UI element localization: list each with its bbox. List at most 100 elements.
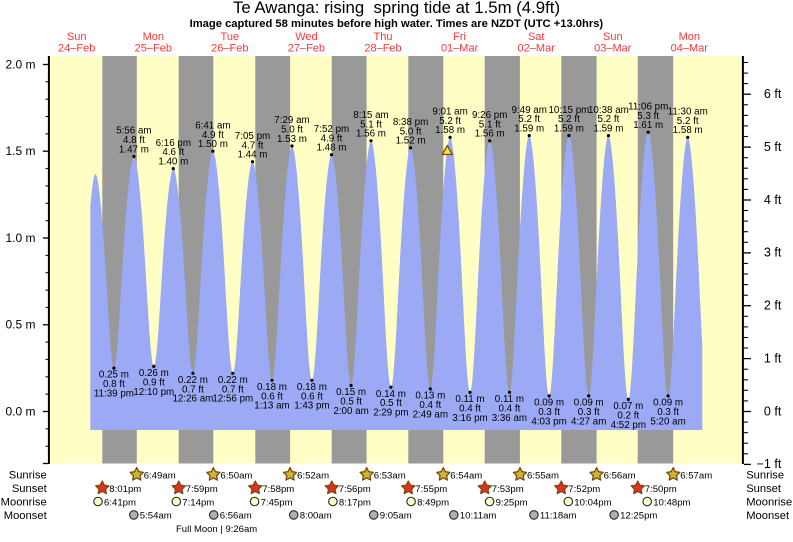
svg-text:5.2 ft: 5.2 ft xyxy=(598,114,620,125)
svg-text:Wed: Wed xyxy=(295,31,317,43)
svg-text:4.9 ft: 4.9 ft xyxy=(202,130,224,141)
svg-text:Sun: Sun xyxy=(67,31,87,43)
svg-text:Sun: Sun xyxy=(603,31,623,43)
svg-text:7:59pm: 7:59pm xyxy=(186,484,218,495)
svg-text:0.11 m: 0.11 m xyxy=(455,394,484,405)
svg-text:0.6 ft: 0.6 ft xyxy=(261,391,283,402)
svg-text:7:05 pm: 7:05 pm xyxy=(235,131,270,142)
svg-text:0.4 ft: 0.4 ft xyxy=(419,400,441,411)
svg-text:0.09 m: 0.09 m xyxy=(574,398,604,409)
svg-text:7:53pm: 7:53pm xyxy=(492,484,524,495)
svg-text:8:15 am: 8:15 am xyxy=(353,110,388,121)
svg-text:11:39 pm: 11:39 pm xyxy=(94,389,134,400)
svg-text:28–Feb: 28–Feb xyxy=(364,43,401,55)
svg-text:1:13 am: 1:13 am xyxy=(254,401,289,412)
svg-text:0.13 m: 0.13 m xyxy=(415,391,445,402)
svg-text:8:17pm: 8:17pm xyxy=(339,497,371,508)
svg-text:1.59 m: 1.59 m xyxy=(554,123,584,134)
svg-text:5.0 ft: 5.0 ft xyxy=(400,126,422,137)
svg-text:2:29 pm: 2:29 pm xyxy=(373,408,408,419)
svg-text:Sunset: Sunset xyxy=(746,483,782,495)
svg-text:0.4 ft: 0.4 ft xyxy=(499,403,521,414)
svg-text:6:16 pm: 6:16 pm xyxy=(156,138,191,149)
svg-text:9:05am: 9:05am xyxy=(380,511,412,522)
svg-text:0.9 ft: 0.9 ft xyxy=(143,377,165,388)
svg-text:4:52 pm: 4:52 pm xyxy=(611,420,646,431)
svg-text:10:15 pm: 10:15 pm xyxy=(548,105,589,116)
svg-text:10:04pm: 10:04pm xyxy=(574,497,611,508)
svg-text:12:10 pm: 12:10 pm xyxy=(133,387,174,398)
svg-text:0.26 m: 0.26 m xyxy=(139,368,169,379)
svg-text:6:52am: 6:52am xyxy=(297,470,329,481)
svg-text:4 ft: 4 ft xyxy=(764,193,782,207)
svg-text:0.7 ft: 0.7 ft xyxy=(222,384,244,395)
svg-text:1.52 m: 1.52 m xyxy=(396,136,426,147)
svg-text:1.44 m: 1.44 m xyxy=(238,150,268,161)
svg-text:9:49 am: 9:49 am xyxy=(511,105,546,116)
svg-text:3:36 am: 3:36 am xyxy=(492,413,527,424)
svg-text:25–Feb: 25–Feb xyxy=(135,43,172,55)
svg-text:10:11am: 10:11am xyxy=(460,511,497,522)
svg-text:0.11 m: 0.11 m xyxy=(495,394,524,405)
svg-text:0.22 m: 0.22 m xyxy=(178,375,208,386)
svg-text:5.1 ft: 5.1 ft xyxy=(360,119,382,130)
svg-text:Te Awanga: rising spring tide: Te Awanga: rising spring tide at 1.5m (4… xyxy=(233,0,560,17)
svg-text:Moonset: Moonset xyxy=(4,510,48,522)
svg-text:1.40 m: 1.40 m xyxy=(158,156,188,167)
svg-text:0.3 ft: 0.3 ft xyxy=(657,407,679,418)
svg-text:1.58 m: 1.58 m xyxy=(673,125,703,136)
svg-text:10:38 am: 10:38 am xyxy=(588,105,629,116)
svg-text:0.2 ft: 0.2 ft xyxy=(617,410,639,421)
svg-text:7:45pm: 7:45pm xyxy=(261,497,293,508)
svg-text:Moonrise: Moonrise xyxy=(1,497,47,509)
svg-text:0.5 m: 0.5 m xyxy=(5,318,35,332)
svg-text:8:49pm: 8:49pm xyxy=(417,497,449,508)
svg-text:5.2 ft: 5.2 ft xyxy=(518,114,540,125)
svg-text:1.53 m: 1.53 m xyxy=(277,134,307,145)
svg-text:5:56 am: 5:56 am xyxy=(116,126,151,137)
svg-text:Sunrise: Sunrise xyxy=(746,470,784,482)
svg-text:11:06 pm: 11:06 pm xyxy=(628,101,668,112)
svg-text:0.7 ft: 0.7 ft xyxy=(182,384,204,395)
svg-text:0.25 m: 0.25 m xyxy=(99,370,129,381)
svg-text:5.0 ft: 5.0 ft xyxy=(281,125,303,136)
svg-text:Tue: Tue xyxy=(221,31,240,43)
svg-text:7:52pm: 7:52pm xyxy=(568,484,600,495)
svg-text:6:57am: 6:57am xyxy=(680,470,712,481)
svg-text:5 ft: 5 ft xyxy=(764,140,782,154)
svg-text:5.2 ft: 5.2 ft xyxy=(677,116,699,127)
svg-text:2 ft: 2 ft xyxy=(764,299,782,313)
svg-text:03–Mar: 03–Mar xyxy=(594,43,632,55)
svg-text:1.59 m: 1.59 m xyxy=(514,123,544,134)
svg-text:0.14 m: 0.14 m xyxy=(376,389,406,400)
svg-text:12:56 pm: 12:56 pm xyxy=(212,394,253,405)
svg-text:26–Feb: 26–Feb xyxy=(211,43,248,55)
svg-text:5.2 ft: 5.2 ft xyxy=(558,114,580,125)
svg-text:7:29 am: 7:29 am xyxy=(274,115,309,126)
svg-text:12:26 am: 12:26 am xyxy=(172,394,213,405)
svg-text:1.59 m: 1.59 m xyxy=(593,123,623,134)
svg-text:0.0 m: 0.0 m xyxy=(5,404,35,418)
svg-text:Image captured 58 minutes befo: Image captured 58 minutes before high wa… xyxy=(190,18,604,30)
svg-text:4.7 ft: 4.7 ft xyxy=(242,140,264,151)
svg-text:Moonset: Moonset xyxy=(746,510,790,522)
svg-text:6:56am: 6:56am xyxy=(220,511,252,522)
svg-text:6:41pm: 6:41pm xyxy=(104,497,136,508)
svg-text:1.48 m: 1.48 m xyxy=(317,143,347,154)
svg-text:6:54am: 6:54am xyxy=(450,470,482,481)
svg-text:0.6 ft: 0.6 ft xyxy=(301,391,323,402)
svg-text:0.22 m: 0.22 m xyxy=(218,375,248,386)
svg-text:Sunset: Sunset xyxy=(12,483,48,495)
svg-text:0.18 m: 0.18 m xyxy=(297,382,327,393)
svg-text:3:16 pm: 3:16 pm xyxy=(452,413,487,424)
svg-text:6:53am: 6:53am xyxy=(374,470,406,481)
svg-text:9:26 pm: 9:26 pm xyxy=(472,110,507,121)
svg-text:1.0 m: 1.0 m xyxy=(5,231,35,245)
svg-text:0.07 m: 0.07 m xyxy=(613,401,643,412)
svg-text:0.4 ft: 0.4 ft xyxy=(459,403,481,414)
svg-text:8:00am: 8:00am xyxy=(300,511,332,522)
svg-text:Moonrise: Moonrise xyxy=(746,497,792,509)
svg-text:1.58 m: 1.58 m xyxy=(435,125,465,136)
svg-text:4:03 pm: 4:03 pm xyxy=(531,416,566,427)
svg-text:6 ft: 6 ft xyxy=(764,87,782,101)
